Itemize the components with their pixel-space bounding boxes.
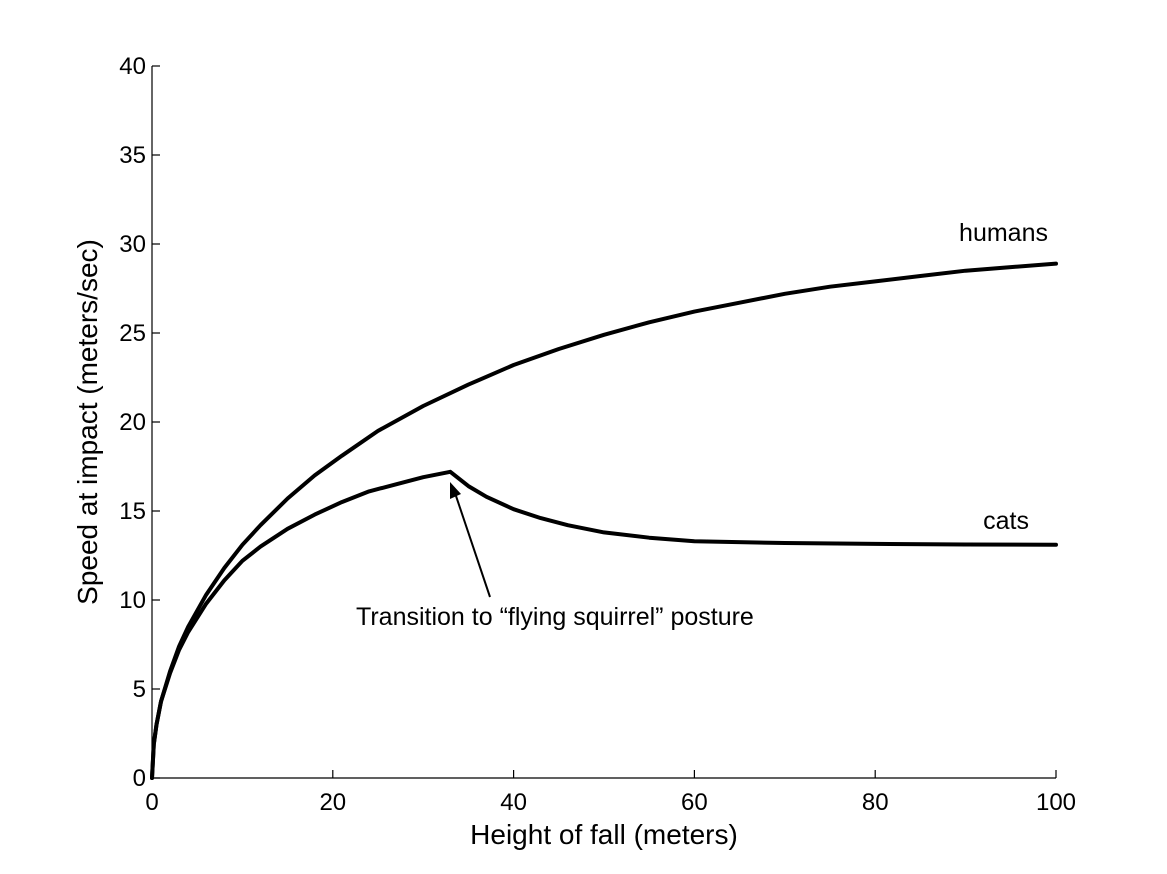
series-label-cats: cats [983,507,1029,535]
series-label-humans: humans [959,219,1048,247]
x-tick-label: 40 [500,789,527,816]
y-tick-label: 30 [119,231,146,258]
x-tick-label: 20 [319,789,346,816]
annotation-text: Transition to “flying squirrel” posture [356,603,754,631]
series-line-humans [150,261,1058,780]
series-line-cats [150,469,1058,780]
y-tick-label: 35 [119,142,146,169]
y-tick-label: 15 [119,498,146,525]
y-axis-label: Speed at impact (meters/sec) [72,239,103,605]
series-lines [150,261,1058,780]
x-tick-label: 100 [1036,789,1076,816]
series-labels: humans cats [959,219,1048,535]
y-tick-label: 10 [119,587,146,614]
y-tick-label: 40 [119,53,146,80]
x-tick-label: 80 [862,789,889,816]
y-tick-label: 5 [133,676,146,703]
axes: 0 20 40 60 80 100 0 5 10 15 20 25 30 35 40 [119,53,1076,816]
y-tick-label: 0 [133,765,146,792]
x-tick-label: 60 [681,789,708,816]
x-axis-label: Height of fall (meters) [470,819,738,850]
annotation-arrow [453,489,491,598]
y-tick-label: 20 [119,409,146,436]
annotation: Transition to “flying squirrel” posture [356,482,754,631]
y-tick-label: 25 [119,320,146,347]
annotation-arrowhead [450,482,461,499]
x-tick-label: 0 [145,789,158,816]
